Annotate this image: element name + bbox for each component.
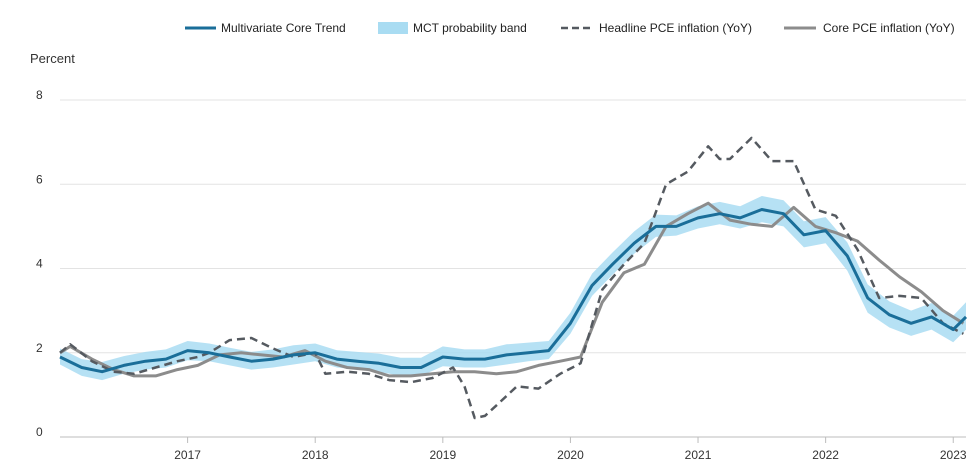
gridlines: [60, 99, 966, 438]
legend-item-mct[interactable]: Multivariate Core Trend: [185, 21, 346, 35]
x-tick-label-2018: 2018: [302, 448, 329, 462]
x-axis: 2017 2018 2019 2020 2021 2022 2023: [60, 436, 967, 462]
legend-label-band: MCT probability band: [413, 21, 527, 35]
y-tick-label-0: 0: [36, 425, 43, 439]
legend-label-headline: Headline PCE inflation (YoY): [599, 21, 752, 35]
y-tick-label-8: 8: [36, 88, 43, 102]
y-tick-labels: 0 2 4 6 8: [36, 88, 43, 439]
x-tick-label-2022: 2022: [812, 448, 839, 462]
y-axis-label: Percent: [30, 51, 75, 66]
y-tick-label-6: 6: [36, 172, 43, 186]
series-line-core-pce: [59, 201, 965, 378]
x-tick-label-2021: 2021: [685, 448, 712, 462]
legend-item-band[interactable]: MCT probability band: [378, 21, 527, 35]
y-tick-label-4: 4: [36, 257, 43, 271]
x-tick-label-2020: 2020: [557, 448, 584, 462]
legend-item-core[interactable]: Core PCE inflation (YoY): [784, 21, 955, 35]
legend-label-core: Core PCE inflation (YoY): [823, 21, 955, 35]
x-tick-label-2019: 2019: [429, 448, 456, 462]
legend: Multivariate Core Trend MCT probability …: [185, 21, 955, 35]
x-tick-label-2023: 2023: [940, 448, 967, 462]
series-line-headline-pce: [59, 136, 964, 420]
series-line-multivariate-core-trend: [59, 208, 968, 374]
legend-swatch-band: [378, 22, 408, 34]
plot-area: [59, 136, 968, 420]
x-tick-label-2017: 2017: [174, 448, 201, 462]
y-tick-label-2: 2: [36, 341, 43, 355]
legend-label-mct: Multivariate Core Trend: [221, 21, 346, 35]
legend-item-headline[interactable]: Headline PCE inflation (YoY): [561, 21, 752, 35]
